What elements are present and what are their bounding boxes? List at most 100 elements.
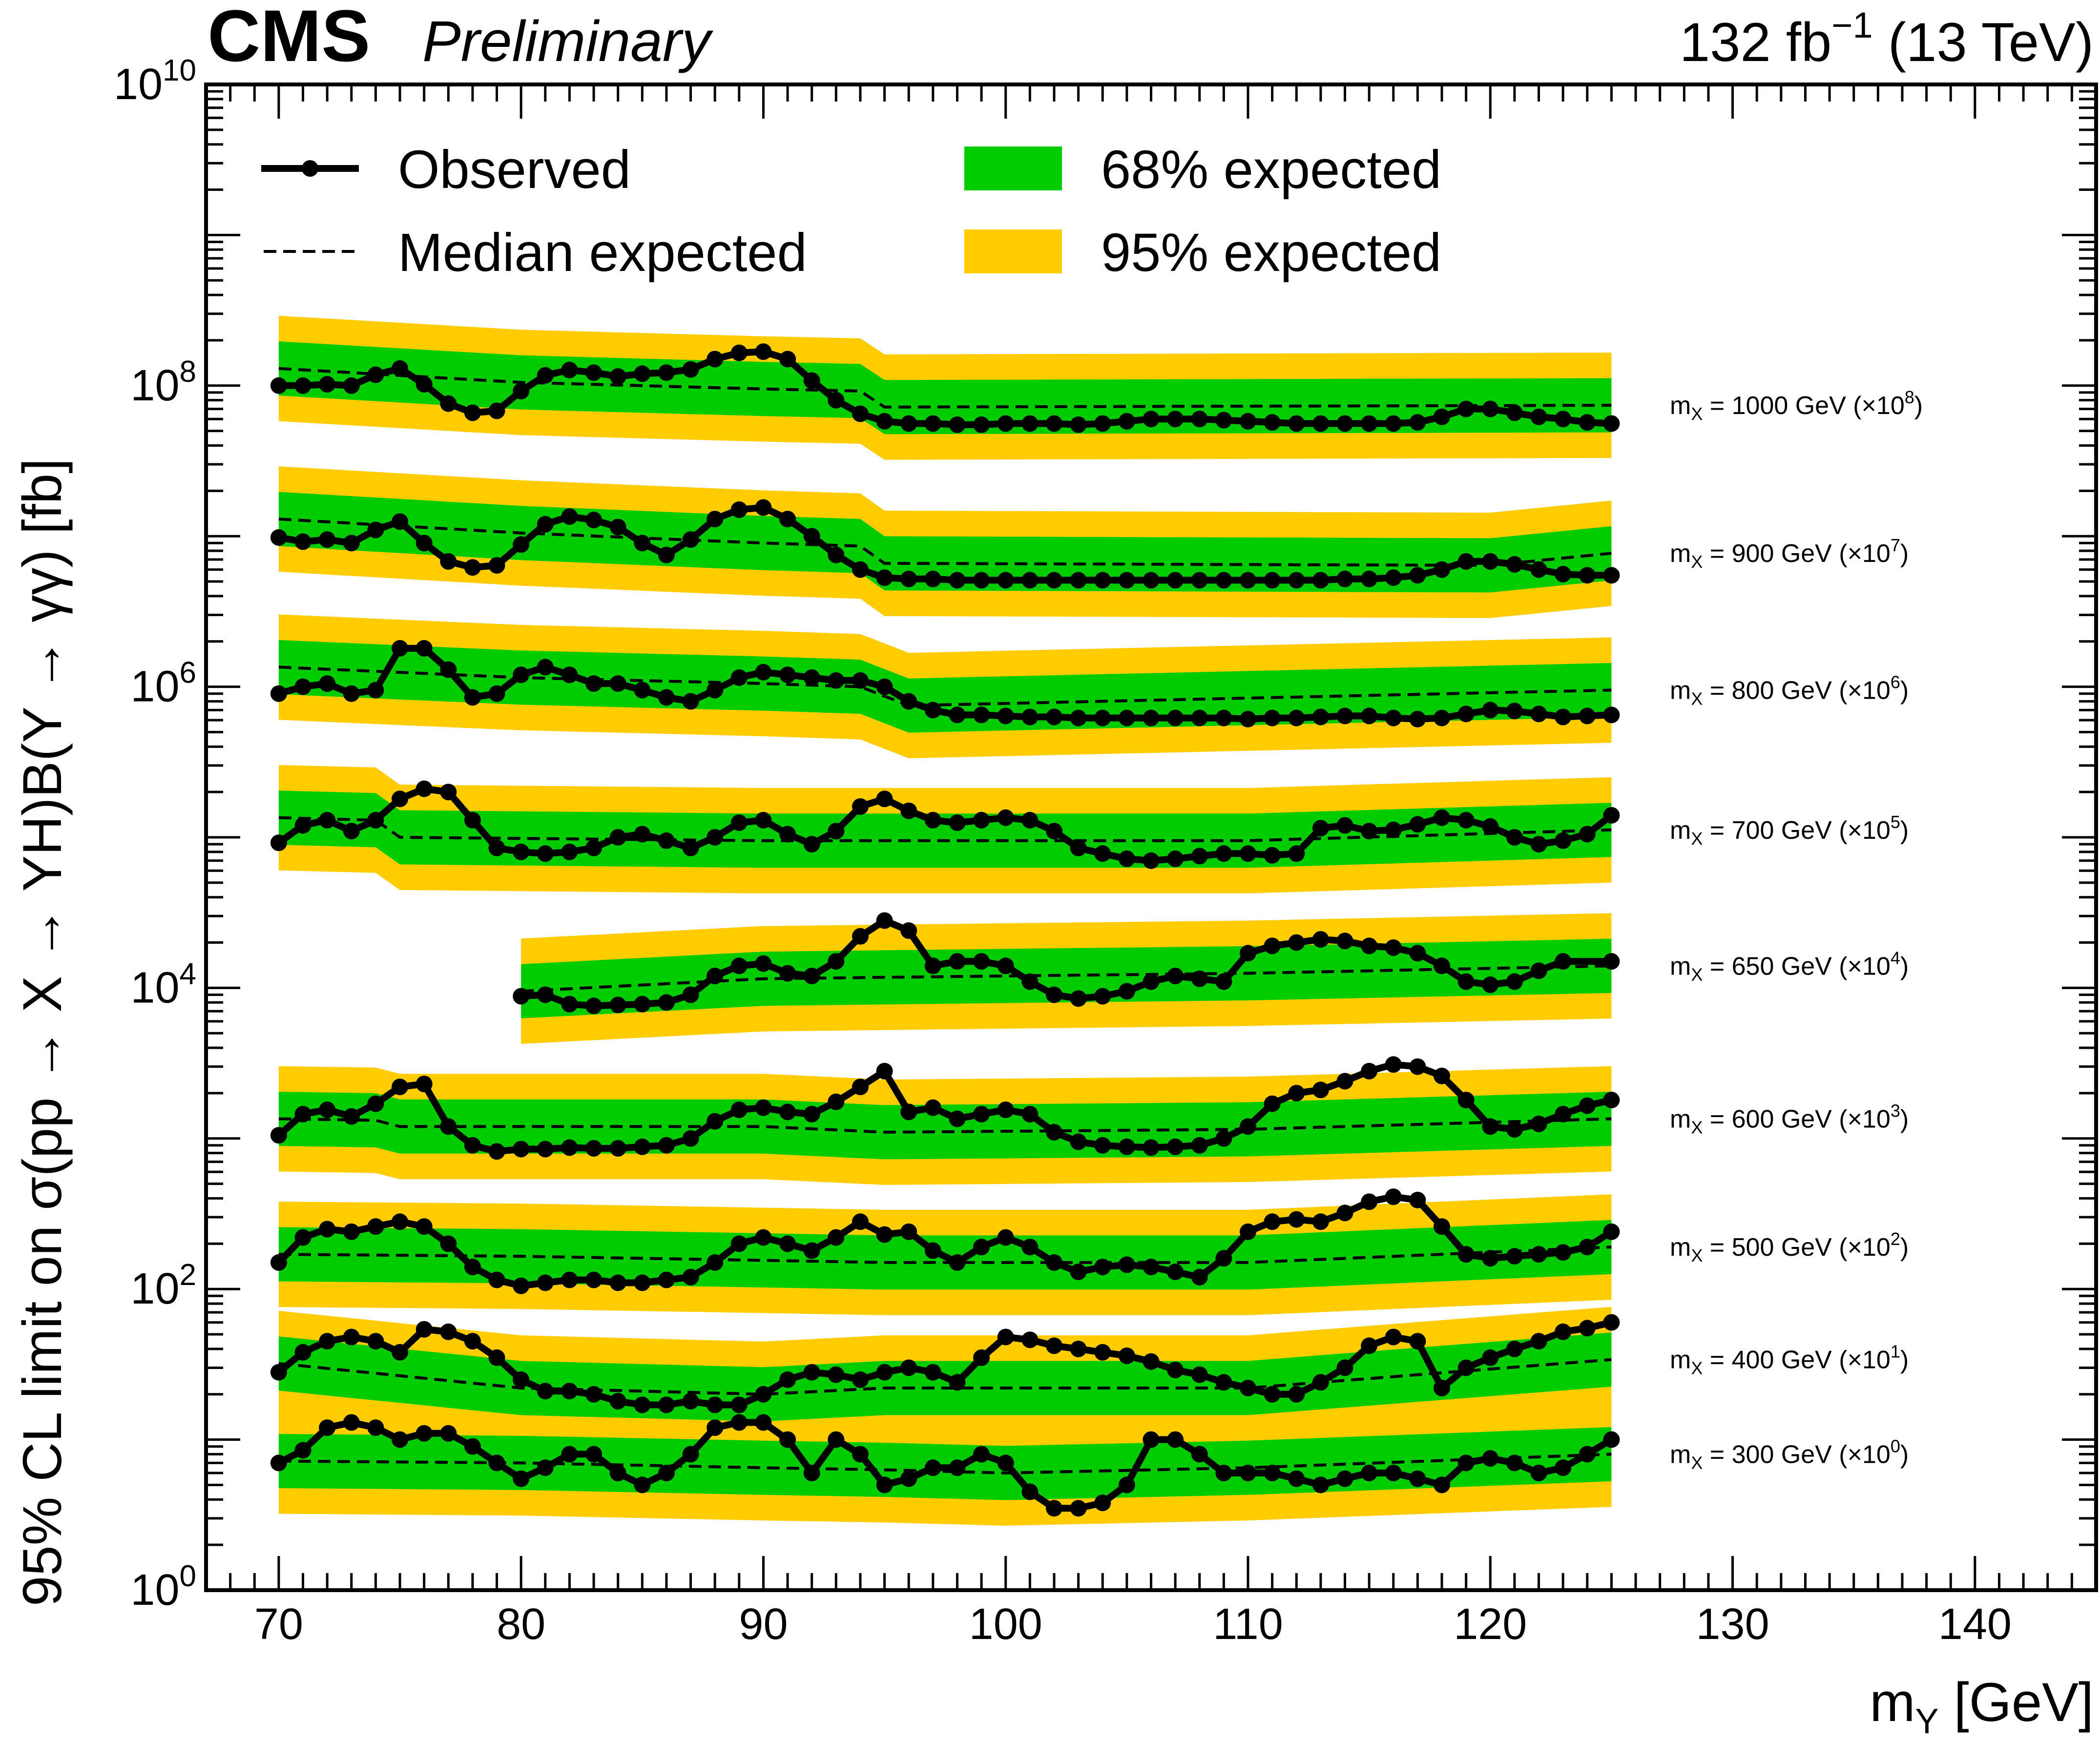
observed-point-mx650 xyxy=(1021,973,1039,990)
observed-point-mx800 xyxy=(1167,709,1184,726)
observed-point-mx600 xyxy=(319,1101,336,1119)
observed-point-mx500 xyxy=(1457,1246,1475,1263)
observed-point-mx1000 xyxy=(1118,413,1135,430)
observed-point-mx900 xyxy=(270,529,287,546)
observed-point-mx300 xyxy=(1434,1476,1450,1493)
observed-point-mx300 xyxy=(779,1431,796,1448)
observed-point-mx300 xyxy=(755,1414,772,1431)
observed-point-mx400 xyxy=(1240,1380,1256,1396)
observed-point-mx900 xyxy=(1046,572,1062,589)
observed-point-mx650 xyxy=(924,957,941,975)
observed-point-mx900 xyxy=(1579,567,1596,584)
observed-point-mx900 xyxy=(464,559,481,576)
observed-point-mx1000 xyxy=(440,395,457,412)
observed-point-mx500 xyxy=(1409,1191,1426,1208)
series-label-mx650: mX = 650 GeV (×104) xyxy=(1670,948,1909,984)
axis-tick-labels: 70 80 90 100 110 120 130 140 100 102 104 106 108 1010 xyxy=(114,54,2012,1649)
x-tick-label: 80 xyxy=(497,1600,545,1649)
observed-point-mx600 xyxy=(1555,1106,1572,1122)
observed-point-mx700 xyxy=(343,823,360,840)
observed-point-mx1000 xyxy=(682,361,699,378)
observed-point-mx650 xyxy=(973,953,990,970)
observed-point-mx700 xyxy=(1409,816,1426,833)
observed-point-mx700 xyxy=(1482,818,1499,835)
observed-point-mx500 xyxy=(440,1235,457,1252)
observed-point-mx900 xyxy=(682,531,699,548)
observed-point-mx600 xyxy=(924,1099,941,1116)
observed-point-mx600 xyxy=(609,1140,626,1157)
series-label-mx700: mX = 700 GeV (×105) xyxy=(1670,812,1909,849)
observed-point-mx800 xyxy=(488,685,505,702)
observed-point-mx700 xyxy=(1118,850,1135,867)
observed-point-mx1000 xyxy=(949,416,966,433)
expected-line-mx800 xyxy=(278,665,1612,707)
observed-point-mx900 xyxy=(876,569,893,586)
observed-point-mx900 xyxy=(730,501,748,518)
observed-point-mx300 xyxy=(997,1454,1014,1472)
observed-point-mx800 xyxy=(416,640,433,657)
observed-point-mx650 xyxy=(1530,962,1547,979)
observed-point-mx400 xyxy=(464,1333,481,1350)
observed-point-mx500 xyxy=(828,1229,845,1246)
observed-point-mx900 xyxy=(367,521,384,539)
observed-point-mx1000 xyxy=(1264,414,1281,431)
observed-point-mx700 xyxy=(1264,847,1281,864)
observed-point-mx500 xyxy=(949,1254,966,1271)
observed-point-mx1000 xyxy=(1434,408,1450,425)
observed-point-mx800 xyxy=(609,675,626,692)
observed-point-mx800 xyxy=(852,672,869,689)
observed-point-mx700 xyxy=(755,811,772,829)
axis-ticks xyxy=(206,84,2096,1592)
observed-point-mx800 xyxy=(319,675,336,692)
observed-point-mx500 xyxy=(1094,1259,1111,1276)
observed-point-mx500 xyxy=(1482,1250,1499,1267)
observed-point-mx400 xyxy=(1094,1344,1111,1361)
observed-point-mx1000 xyxy=(1336,415,1353,432)
observed-point-mx800 xyxy=(1530,705,1547,723)
observed-point-mx800 xyxy=(1457,705,1475,723)
observed-point-mx900 xyxy=(488,557,505,574)
observed-point-mx600 xyxy=(900,1103,917,1120)
observed-point-mx400 xyxy=(1506,1340,1523,1357)
observed-point-mx800 xyxy=(997,707,1014,725)
observed-point-mx800 xyxy=(682,693,699,710)
observed-point-mx600 xyxy=(367,1095,384,1112)
observed-point-mx650 xyxy=(1457,973,1475,990)
observed-point-mx300 xyxy=(973,1446,990,1463)
observed-point-mx1000 xyxy=(1167,411,1184,428)
x-axis-title-unit: [GeV] xyxy=(1939,1672,2094,1733)
observed-point-mx500 xyxy=(1312,1213,1329,1230)
y-tick-label: 106 xyxy=(130,656,196,711)
observed-point-mx600 xyxy=(1434,1067,1450,1084)
observed-point-mx300 xyxy=(1603,1431,1620,1448)
observed-point-mx800 xyxy=(585,675,603,692)
observed-point-mx650 xyxy=(1167,968,1184,984)
observed-point-mx650 xyxy=(609,996,626,1014)
observed-point-mx650 xyxy=(707,968,724,984)
series-label-mx500: mX = 500 GeV (×102) xyxy=(1670,1229,1909,1265)
observed-point-mx1000 xyxy=(488,402,505,419)
observed-point-mx700 xyxy=(1143,852,1160,869)
series-label-mx400: mX = 400 GeV (×101) xyxy=(1670,1342,1909,1378)
observed-point-mx800 xyxy=(1409,710,1426,727)
observed-point-mx400 xyxy=(1264,1386,1281,1403)
observed-point-mx650 xyxy=(513,988,530,1005)
observed-point-mx800 xyxy=(1240,710,1256,727)
observed-point-mx300 xyxy=(1046,1500,1062,1517)
observed-point-mx400 xyxy=(1046,1337,1062,1354)
observed-point-mx400 xyxy=(852,1371,869,1388)
observed-point-mx300 xyxy=(367,1419,384,1436)
observed-point-mx650 xyxy=(1215,973,1232,990)
observed-point-mx600 xyxy=(707,1113,724,1130)
observed-point-mx600 xyxy=(1021,1106,1039,1122)
observed-point-mx300 xyxy=(343,1414,360,1431)
legend-95-swatch xyxy=(964,229,1062,273)
observed-point-mx600 xyxy=(1482,1118,1499,1135)
observed-point-mx300 xyxy=(1118,1476,1135,1493)
observed-point-mx600 xyxy=(416,1076,433,1093)
observed-point-mx800 xyxy=(1191,709,1208,726)
observed-point-mx500 xyxy=(294,1229,312,1246)
observed-point-mx700 xyxy=(852,798,869,815)
observed-point-mx400 xyxy=(658,1396,675,1413)
observed-point-mx800 xyxy=(707,682,724,699)
